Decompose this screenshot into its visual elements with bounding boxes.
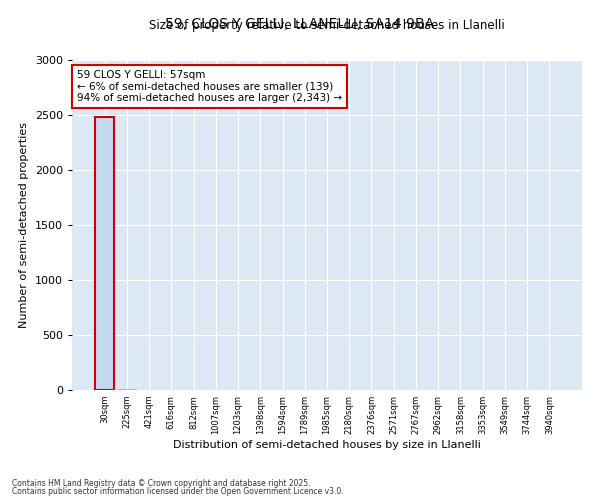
X-axis label: Distribution of semi-detached houses by size in Llanelli: Distribution of semi-detached houses by … [173, 440, 481, 450]
Title: Size of property relative to semi-detached houses in Llanelli: Size of property relative to semi-detach… [149, 20, 505, 32]
Text: 59, CLOS Y GELLI, LLANELLI, SA14 9BA: 59, CLOS Y GELLI, LLANELLI, SA14 9BA [166, 18, 434, 32]
Text: 59 CLOS Y GELLI: 57sqm
← 6% of semi-detached houses are smaller (139)
94% of sem: 59 CLOS Y GELLI: 57sqm ← 6% of semi-deta… [77, 70, 342, 103]
Bar [95, 117, 114, 390]
Text: Contains public sector information licensed under the Open Government Licence v3: Contains public sector information licen… [12, 487, 344, 496]
Y-axis label: Number of semi-detached properties: Number of semi-detached properties [19, 122, 29, 328]
Text: Contains HM Land Registry data © Crown copyright and database right 2025.: Contains HM Land Registry data © Crown c… [12, 478, 311, 488]
